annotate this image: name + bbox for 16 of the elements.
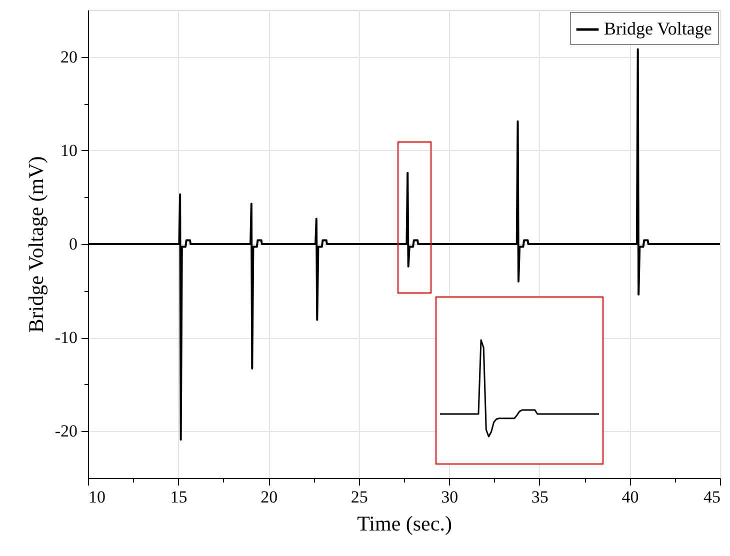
y-tick-label: 20 (60, 47, 78, 66)
x-tick-label: 45 (704, 488, 720, 506)
x-tick-label: 35 (531, 488, 548, 506)
y-axis-title: Bridge Voltage (mV) (24, 156, 48, 333)
x-axis-title: Time (sec.) (357, 512, 452, 536)
x-tick-label: 40 (622, 488, 639, 506)
x-tick-label: 15 (170, 488, 188, 506)
y-tick-label: -20 (54, 422, 78, 441)
y-tick-label: -10 (54, 328, 78, 348)
x-tick-label: 10 (88, 488, 106, 506)
x-tick-label: 25 (350, 488, 368, 506)
y-tick-label: 10 (60, 140, 78, 160)
x-tick-label: 30 (441, 488, 458, 506)
y-tick-label: 0 (69, 234, 78, 254)
legend-label: Bridge Voltage (604, 18, 712, 38)
x-tick-label: 20 (260, 488, 278, 506)
